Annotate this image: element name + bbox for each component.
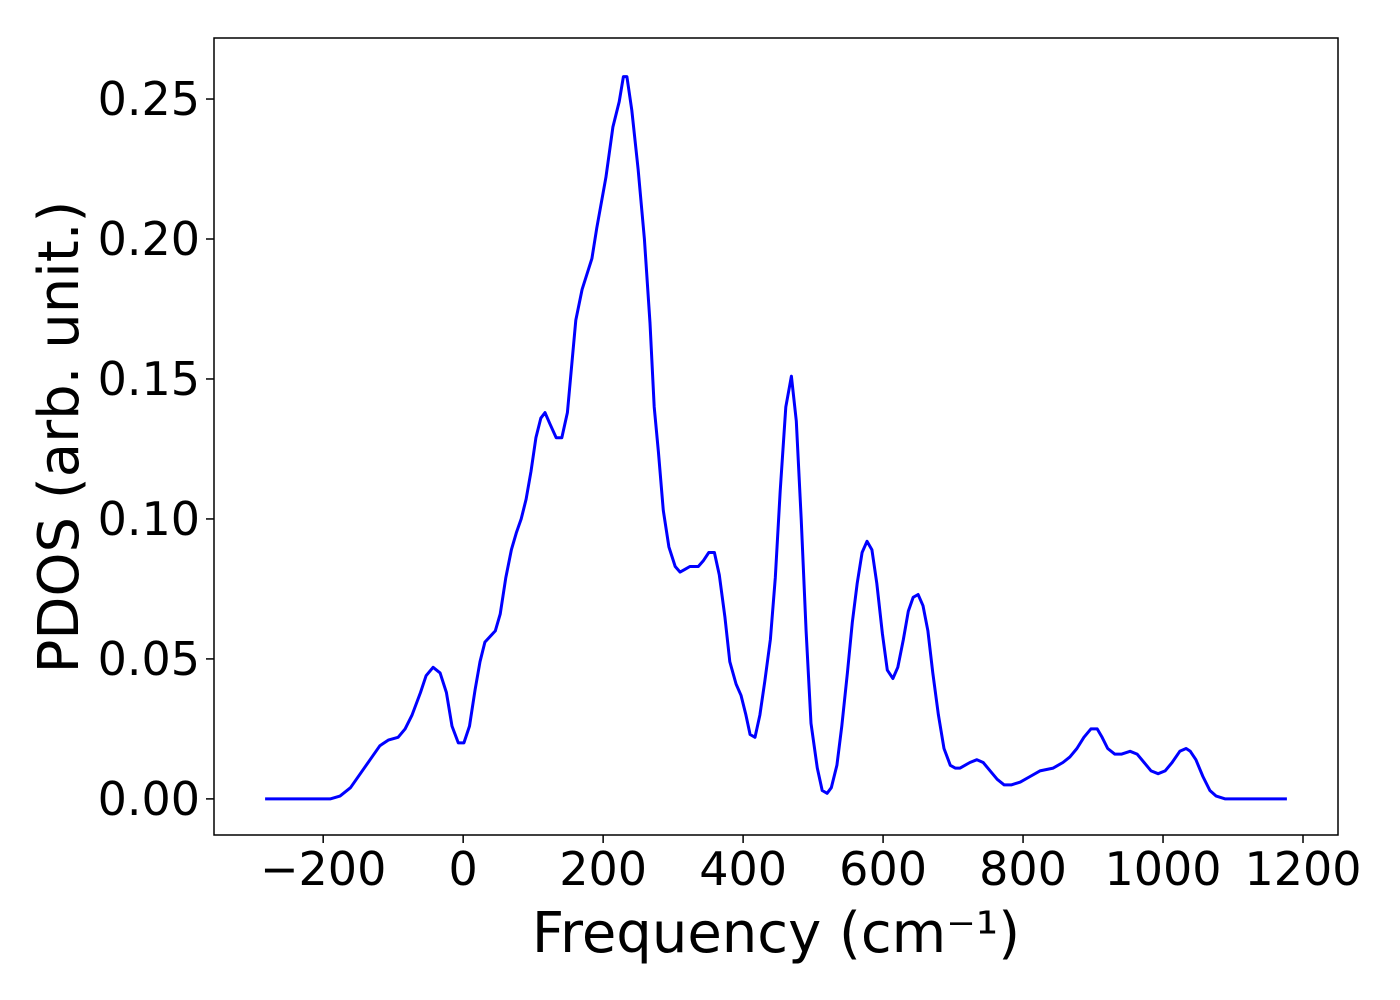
y-tick-label: 0.20: [98, 212, 200, 266]
y-tick-label: 0.10: [98, 492, 200, 546]
y-tick-label: 0.25: [98, 72, 200, 126]
x-tick-label: 600: [839, 842, 927, 896]
x-tick-label: 400: [699, 842, 787, 896]
data-line: [265, 75, 1287, 801]
x-tick-label: −200: [260, 842, 386, 896]
y-tick-label: 0.15: [98, 352, 200, 406]
x-tick-label: 0: [449, 842, 478, 896]
x-tick-label: 1200: [1244, 842, 1361, 896]
plot-frame: [213, 37, 1339, 836]
y-tick-label: 0.00: [98, 772, 200, 826]
x-tick-label: 200: [559, 842, 647, 896]
x-axis-label: Frequency (cm⁻¹): [532, 901, 1020, 966]
y-tick-label: 0.05: [98, 632, 200, 686]
x-tick-label: 800: [979, 842, 1067, 896]
y-axis-label: PDOS (arb. unit.): [27, 201, 92, 674]
x-tick-label: 1000: [1104, 842, 1221, 896]
